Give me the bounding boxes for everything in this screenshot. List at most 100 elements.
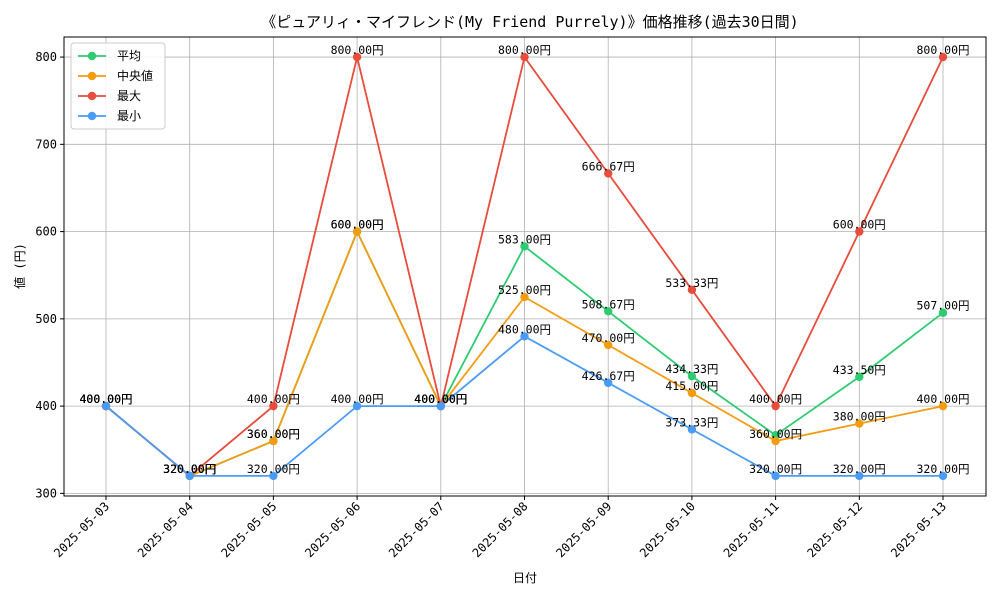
data-point — [938, 401, 948, 411]
data-point — [855, 372, 864, 382]
data-label: 400.00円 — [414, 392, 467, 406]
data-point — [520, 292, 529, 302]
data-label: 800.00円 — [331, 43, 384, 57]
legend-marker — [87, 71, 97, 81]
data-point — [771, 471, 780, 481]
data-label: 360.00円 — [247, 427, 300, 441]
data-label: 320.00円 — [163, 462, 216, 476]
data-label: 533.33円 — [665, 276, 718, 290]
data-label: 433.50円 — [833, 363, 886, 377]
data-point — [604, 378, 613, 388]
y-tick-label: 700 — [35, 137, 57, 151]
y-tick-label: 300 — [35, 486, 57, 500]
x-tick-label: 2025-05-05 — [219, 499, 280, 560]
data-point — [101, 401, 111, 411]
data-labels: 400.00円 320.00円 360.00円 600.00円 400.00円 583.0… — [79, 43, 969, 476]
data-label: 426.67円 — [582, 369, 635, 383]
legend-marker — [87, 51, 97, 61]
data-label: 320.00円 — [163, 462, 216, 476]
x-tick-label: 2025-05-12 — [804, 499, 865, 560]
grid-lines — [64, 37, 986, 496]
legend-label: 中央値 — [117, 68, 153, 83]
data-point — [520, 242, 529, 251]
x-tick-label: 2025-05-03 — [51, 499, 112, 560]
data-point — [687, 285, 697, 294]
data-label: 666.67円 — [582, 159, 635, 173]
data-label: 400.00円 — [414, 392, 467, 406]
data-point — [771, 431, 780, 440]
data-label: 320.00円 — [833, 462, 886, 476]
legend-marker — [87, 91, 97, 101]
legend-label: 平均 — [117, 49, 141, 63]
data-label: 400.00円 — [331, 392, 384, 406]
data-label: 508.67円 — [582, 297, 635, 311]
x-tick-label: 2025-05-11 — [721, 499, 782, 560]
data-label: 600.00円 — [833, 218, 886, 232]
x-tick-label: 2025-05-06 — [302, 499, 363, 560]
x-tick-label: 2025-05-10 — [637, 499, 698, 560]
data-label: 400.00円 — [79, 392, 132, 406]
legend-box — [70, 42, 166, 130]
data-label: 400.00円 — [414, 392, 467, 406]
y-tick-label: 600 — [35, 225, 57, 239]
data-label: 470.00円 — [582, 331, 635, 345]
data-point — [604, 169, 613, 178]
data-point — [687, 425, 697, 434]
data-point — [604, 307, 613, 316]
data-point — [938, 308, 948, 317]
data-point — [771, 401, 780, 411]
data-label: 400.00円 — [749, 392, 802, 406]
data-point — [771, 436, 780, 446]
data-label: 400.00円 — [79, 392, 132, 406]
data-label: 800.00円 — [498, 43, 551, 57]
data-point — [269, 401, 278, 411]
data-point — [855, 471, 864, 481]
data-label: 400.00円 — [916, 392, 969, 406]
data-point — [520, 52, 529, 62]
data-point — [352, 227, 362, 236]
data-label: 320.00円 — [247, 462, 300, 476]
data-point — [938, 52, 948, 62]
data-point — [938, 471, 948, 481]
legend-marker — [87, 111, 97, 121]
data-label: 525.00円 — [498, 283, 551, 297]
data-point — [436, 401, 445, 411]
x-axis-ticks: 2025-05-03 2025-05-04 2025-05-05 2025-05-06… — [51, 496, 949, 560]
legend-label: 最大 — [117, 89, 141, 103]
x-tick-label: 2025-05-07 — [386, 499, 447, 560]
y-axis-label: 値 (円) — [12, 243, 27, 289]
data-label: 400.00円 — [414, 392, 467, 406]
data-label: 373.33円 — [665, 415, 718, 429]
x-axis-label: 日付 — [513, 571, 537, 585]
data-label: 507.00円 — [916, 299, 969, 313]
data-point — [687, 371, 697, 381]
data-label: 800.00円 — [916, 43, 969, 57]
legend-label: 最小 — [117, 109, 141, 123]
data-point — [352, 52, 362, 62]
data-point — [855, 227, 864, 236]
y-tick-label: 400 — [35, 399, 57, 413]
y-axis-ticks: 300 400 500 600 700 800 — [35, 50, 64, 500]
data-label: 400.00円 — [79, 392, 132, 406]
y-tick-label: 800 — [35, 50, 57, 64]
x-tick-label: 2025-05-04 — [135, 499, 196, 560]
data-point — [269, 471, 278, 481]
data-label: 583.00円 — [498, 232, 551, 246]
data-label: 480.00円 — [498, 322, 551, 336]
y-tick-label: 500 — [35, 312, 57, 326]
data-label: 400.00円 — [247, 392, 300, 406]
data-label: 380.00円 — [833, 410, 886, 424]
data-point — [352, 401, 362, 411]
data-label: 415.00円 — [665, 379, 718, 393]
data-label: 600.00円 — [331, 218, 384, 232]
data-point — [687, 388, 697, 398]
chart-title: 《ピュアリィ・マイフレンド(My Friend Purrely)》価格推移(過去… — [261, 13, 798, 31]
x-tick-label: 2025-05-08 — [470, 499, 531, 560]
data-label: 320.00円 — [916, 462, 969, 476]
data-point — [855, 419, 864, 428]
data-point — [520, 332, 529, 341]
data-label: 600.00円 — [331, 218, 384, 232]
data-label: 434.33円 — [665, 362, 718, 376]
